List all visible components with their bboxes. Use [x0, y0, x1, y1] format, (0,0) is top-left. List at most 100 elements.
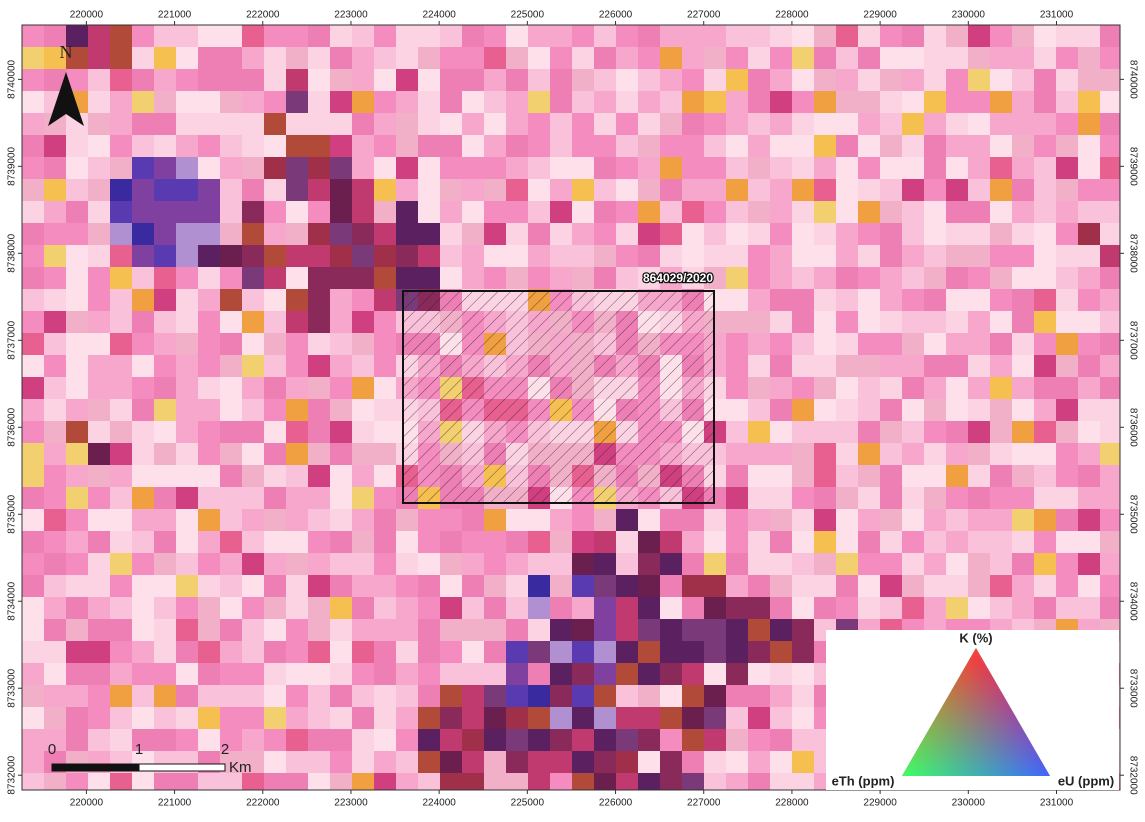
- raster-cell: [858, 465, 880, 487]
- raster-cell: [682, 729, 704, 751]
- raster-cell: [572, 619, 594, 641]
- raster-cell: [638, 223, 660, 245]
- raster-cell: [1100, 487, 1120, 509]
- raster-cell: [88, 69, 110, 91]
- raster-cell: [22, 663, 44, 685]
- raster-cell: [176, 487, 198, 509]
- raster-cell: [726, 47, 748, 69]
- raster-cell: [682, 113, 704, 135]
- raster-cell: [44, 157, 66, 179]
- raster-cell: [242, 245, 264, 267]
- raster-cell: [990, 333, 1012, 355]
- raster-cell: [242, 729, 264, 751]
- raster-cell: [286, 399, 308, 421]
- x-tick-label-bottom: 227000: [687, 798, 721, 809]
- raster-cell: [374, 113, 396, 135]
- raster-cell: [550, 729, 572, 751]
- raster-cell: [550, 663, 572, 685]
- raster-cell: [440, 729, 462, 751]
- raster-cell: [110, 223, 132, 245]
- raster-cell: [792, 135, 814, 157]
- scale-seg-dark: [51, 763, 140, 772]
- raster-cell: [198, 113, 220, 135]
- raster-cell: [220, 575, 242, 597]
- raster-cell: [352, 223, 374, 245]
- raster-cell: [990, 443, 1012, 465]
- raster-cell: [880, 355, 902, 377]
- raster-cell: [748, 509, 770, 531]
- raster-cell: [132, 91, 154, 113]
- raster-cell: [770, 597, 792, 619]
- raster-cell: [22, 685, 44, 707]
- raster-cell: [748, 531, 770, 553]
- raster-cell: [858, 179, 880, 201]
- raster-cell: [110, 355, 132, 377]
- raster-cell: [1056, 311, 1078, 333]
- raster-cell: [638, 663, 660, 685]
- raster-cell: [352, 641, 374, 663]
- raster-cell: [484, 663, 506, 685]
- raster-cell: [1034, 113, 1056, 135]
- raster-cell: [1034, 487, 1056, 509]
- raster-cell: [682, 663, 704, 685]
- raster-cell: [22, 69, 44, 91]
- x-tick-label-top: 230000: [952, 10, 986, 21]
- raster-cell: [792, 575, 814, 597]
- raster-cell: [726, 267, 748, 289]
- raster-cell: [462, 531, 484, 553]
- raster-cell: [858, 135, 880, 157]
- raster-cell: [352, 465, 374, 487]
- raster-cell: [308, 245, 330, 267]
- raster-cell: [330, 509, 352, 531]
- raster-cell: [88, 597, 110, 619]
- raster-cell: [396, 509, 418, 531]
- raster-cell: [814, 597, 836, 619]
- raster-cell: [484, 509, 506, 531]
- raster-cell: [836, 69, 858, 91]
- raster-cell: [308, 267, 330, 289]
- raster-cell: [572, 773, 594, 790]
- raster-cell: [924, 25, 946, 47]
- raster-cell: [198, 333, 220, 355]
- raster-cell: [198, 729, 220, 751]
- raster-cell: [946, 487, 968, 509]
- raster-cell: [66, 685, 88, 707]
- raster-cell: [88, 773, 110, 790]
- raster-cell: [506, 685, 528, 707]
- raster-cell: [418, 245, 440, 267]
- raster-cell: [638, 91, 660, 113]
- raster-cell: [484, 619, 506, 641]
- raster-cell: [264, 245, 286, 267]
- raster-cell: [528, 69, 550, 91]
- raster-cell: [176, 267, 198, 289]
- raster-cell: [836, 333, 858, 355]
- raster-cell: [748, 795, 770, 817]
- raster-cell: [748, 641, 770, 663]
- raster-cell: [242, 355, 264, 377]
- raster-cell: [110, 773, 132, 790]
- raster-cell: [418, 729, 440, 751]
- raster-cell: [462, 25, 484, 47]
- raster-cell: [902, 575, 924, 597]
- raster-cell: [66, 729, 88, 751]
- raster-cell: [132, 707, 154, 729]
- raster-cell: [616, 223, 638, 245]
- raster-cell: [704, 663, 726, 685]
- raster-cell: [836, 201, 858, 223]
- raster-cell: [374, 245, 396, 267]
- raster-cell: [110, 377, 132, 399]
- raster-cell: [616, 135, 638, 157]
- raster-cell: [242, 157, 264, 179]
- raster-cell: [330, 531, 352, 553]
- raster-cell: [154, 113, 176, 135]
- raster-cell: [968, 179, 990, 201]
- raster-cell: [44, 179, 66, 201]
- raster-cell: [968, 69, 990, 91]
- raster-cell: [418, 47, 440, 69]
- raster-cell: [528, 509, 550, 531]
- raster-cell: [638, 113, 660, 135]
- raster-cell: [594, 729, 616, 751]
- raster-cell: [858, 333, 880, 355]
- raster-cell: [440, 245, 462, 267]
- raster-cell: [286, 729, 308, 751]
